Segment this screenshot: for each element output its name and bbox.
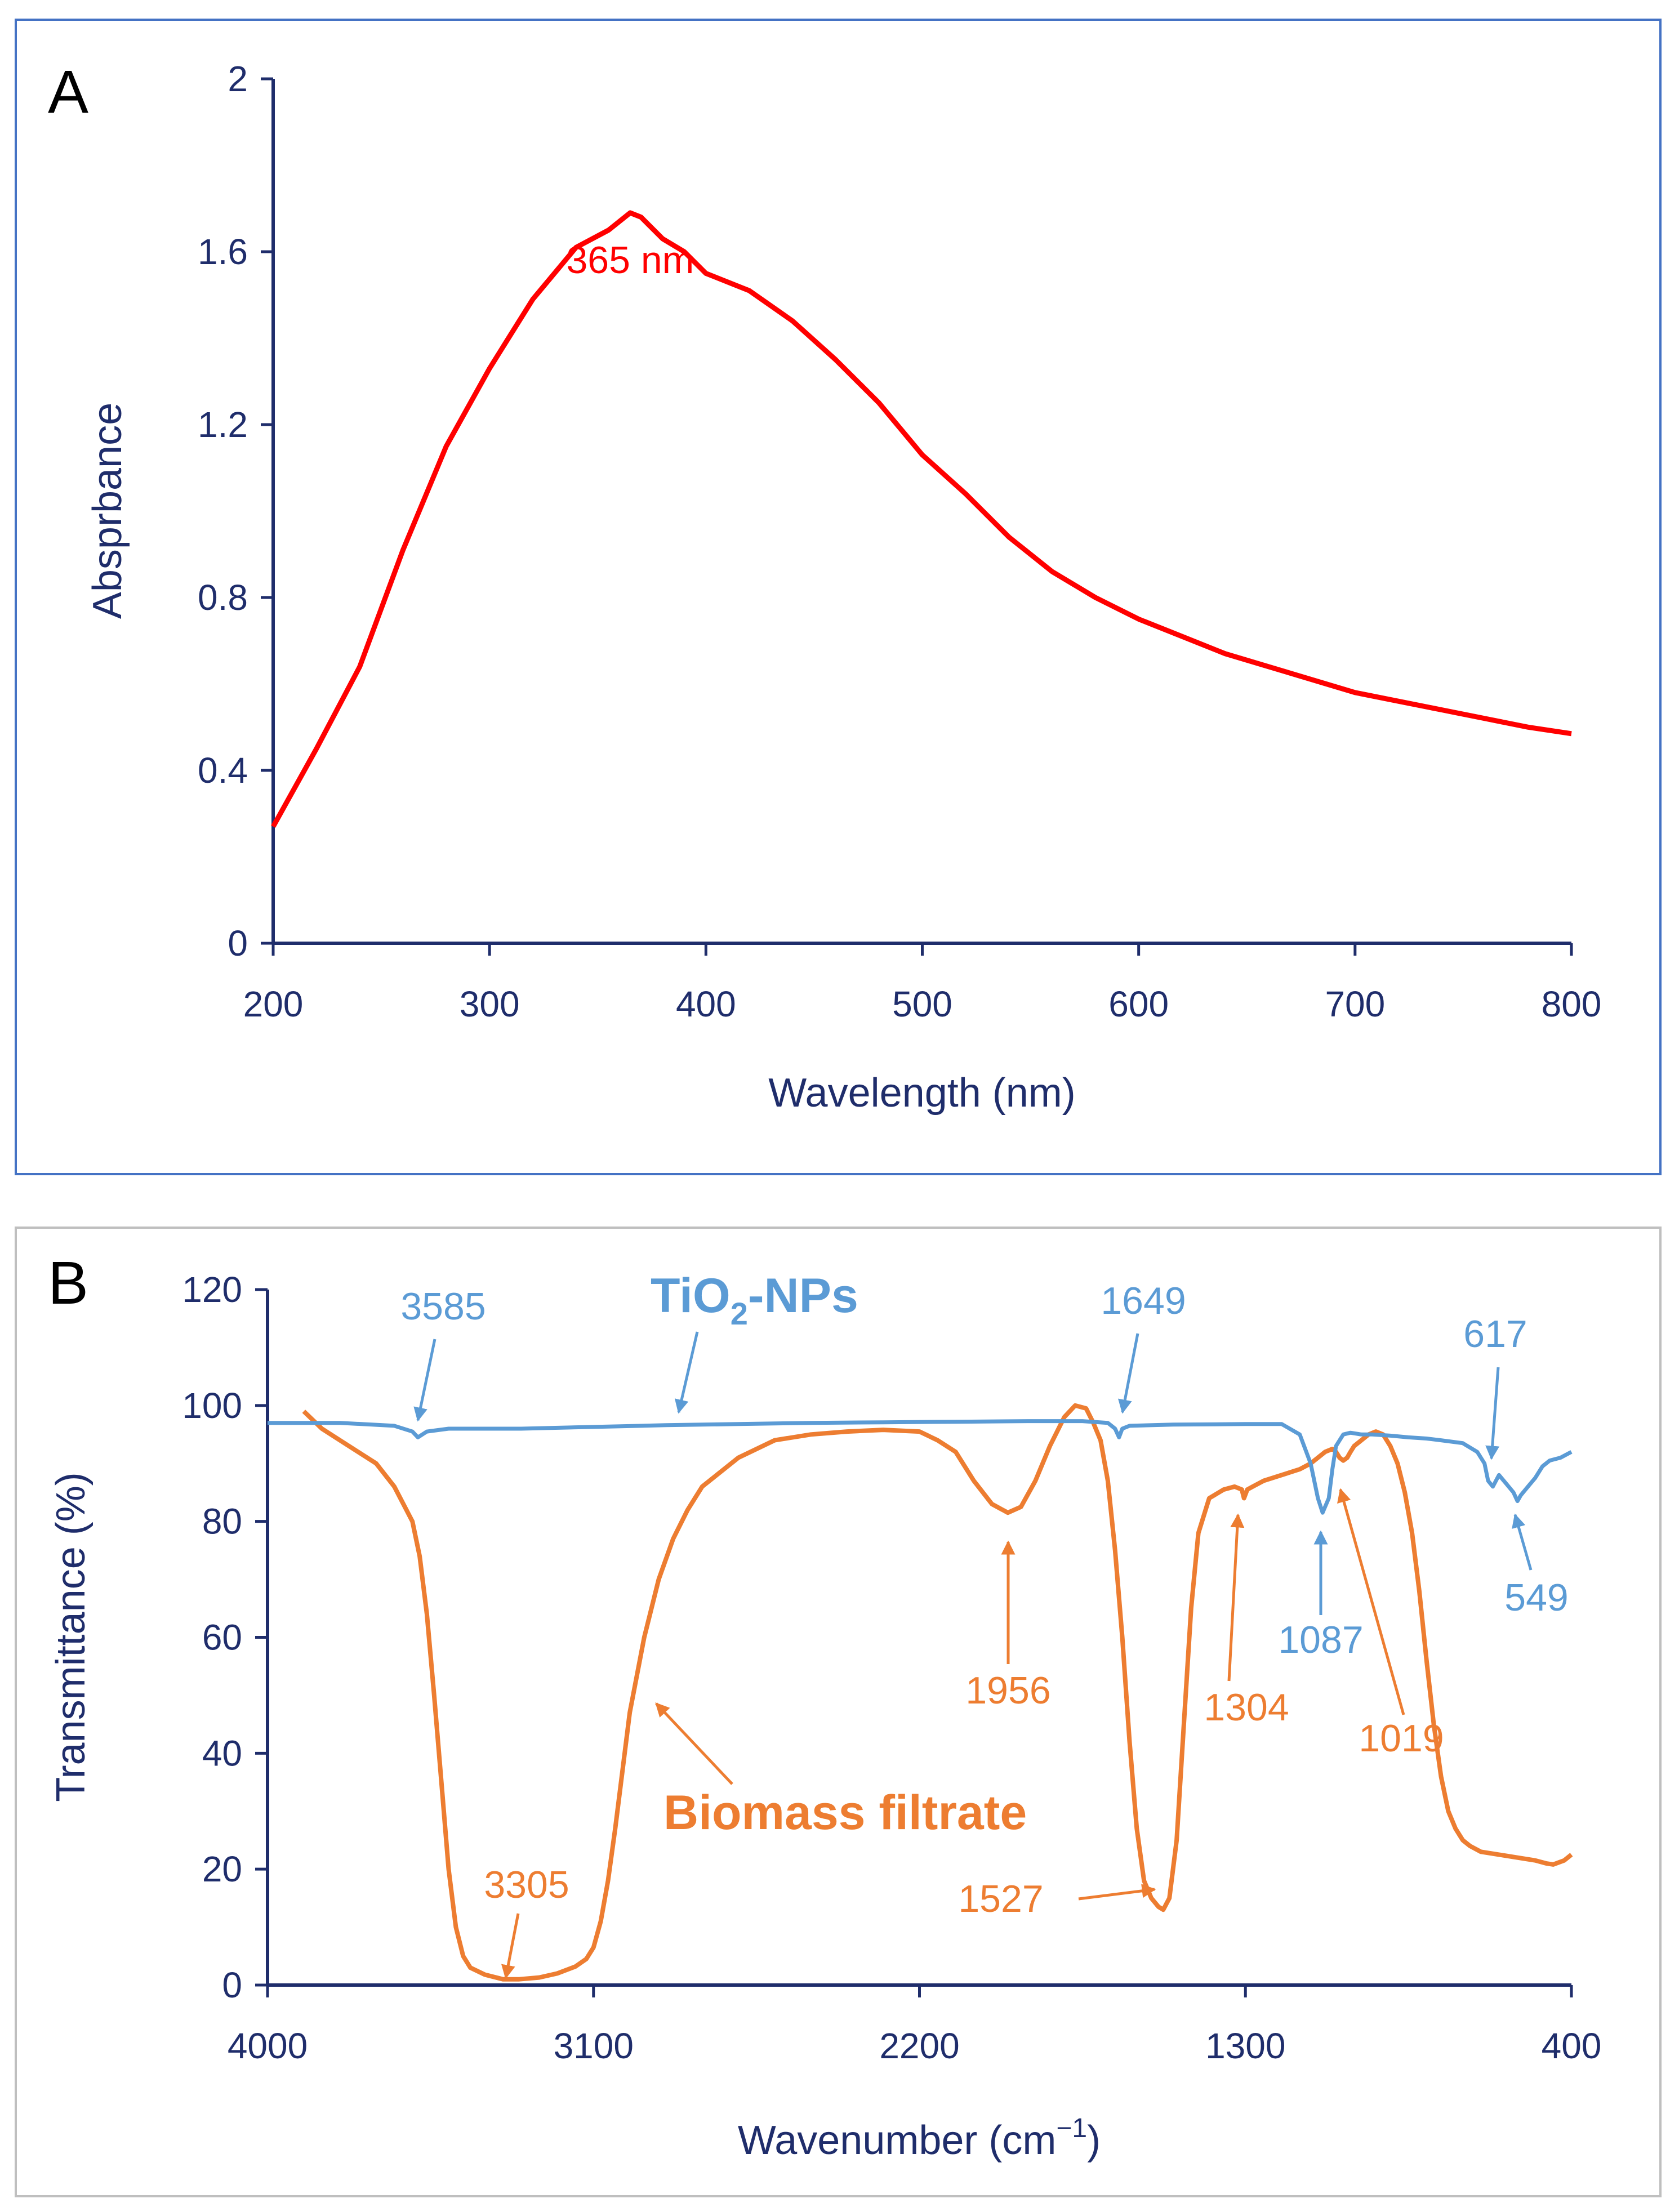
panel-a-y-tick-label: 0.4 bbox=[198, 750, 248, 791]
tio2-peak-549-label: 549 bbox=[1504, 1576, 1568, 1619]
panel-a-x-tick-label: 500 bbox=[892, 984, 952, 1024]
tio2-nps-line bbox=[268, 1419, 1573, 1515]
panel-b-y-tick-label: 20 bbox=[202, 1849, 242, 1889]
panel-b-y-tick-label: 100 bbox=[182, 1385, 242, 1426]
panel-b-y-axis-title: Transmittance (%) bbox=[48, 1472, 93, 1801]
tio2-peak-617-arrow bbox=[1485, 1367, 1500, 1460]
biomass-peak-1304-arrow bbox=[1227, 1513, 1245, 1682]
panel-a-x-tick-label: 700 bbox=[1325, 984, 1385, 1024]
panel-a-x-tick-label: 600 bbox=[1108, 984, 1169, 1024]
panel-b-x-tick-label: 4000 bbox=[228, 2026, 308, 2066]
panel-b-x-tick-label: 400 bbox=[1542, 2026, 1602, 2066]
biomass-peak-3305-label: 3305 bbox=[484, 1863, 569, 1906]
tio2-series-label-arrow bbox=[674, 1331, 699, 1414]
panel-a-y-tick-label: 0.8 bbox=[198, 577, 248, 618]
biomass-peak-1019-label: 1019 bbox=[1359, 1717, 1444, 1760]
biomass-peak-1019-arrow bbox=[1337, 1488, 1405, 1715]
biomass-peak-1527-label: 1527 bbox=[958, 1877, 1043, 1920]
panel-a-x-tick-label: 200 bbox=[243, 984, 304, 1024]
biomass-series-label: Biomass filtrate bbox=[663, 1786, 1027, 1840]
panel-a-border bbox=[15, 19, 1662, 1175]
panel-a: A 0 0.4 0.8 1.2 1.6 2 200 300 400 500 600 700 800 3… bbox=[15, 19, 1662, 1175]
tio2-peak-617-label: 617 bbox=[1463, 1313, 1527, 1355]
panel-b: B 0 20 40 60 80 100 120 4000 3100 2200 1300 400 Ti… bbox=[15, 1227, 1662, 2197]
biomass-peak-1527-arrow bbox=[1078, 1884, 1156, 1901]
tio2-peak-1087-label: 1087 bbox=[1278, 1618, 1363, 1661]
panel-a-y-tick-label: 1.6 bbox=[198, 231, 248, 272]
tio2-peak-549-arrow bbox=[1512, 1513, 1533, 1571]
tio2-peak-3585-arrow bbox=[413, 1339, 437, 1422]
panel-a-x-axis-title: Wavelength (nm) bbox=[768, 1071, 1076, 1116]
panel-b-y-ticks: 0 20 40 60 80 100 120 bbox=[182, 1269, 268, 2005]
panel-a-y-tick-label: 0 bbox=[228, 923, 248, 964]
tio2-peak-1649-arrow bbox=[1117, 1333, 1139, 1414]
panel-a-x-ticks: 200 300 400 500 600 700 800 bbox=[243, 943, 1602, 1024]
panel-b-x-tick-label: 1300 bbox=[1205, 2026, 1285, 2066]
panel-b-x-tick-label: 3100 bbox=[554, 2026, 634, 2066]
biomass-series-label-arrow bbox=[655, 1702, 733, 1785]
panel-a-letter: A bbox=[48, 57, 88, 126]
biomass-peak-1956-label: 1956 bbox=[965, 1669, 1050, 1712]
panel-a-y-axis-title: Absprbance bbox=[85, 403, 130, 619]
panel-b-x-tick-label: 2200 bbox=[879, 2026, 959, 2066]
panel-b-x-ticks: 4000 3100 2200 1300 400 bbox=[228, 1985, 1602, 2066]
uv-vis-absorbance-line bbox=[271, 210, 1572, 828]
biomass-peak-1304-label: 1304 bbox=[1204, 1686, 1289, 1729]
panel-b-y-tick-label: 80 bbox=[202, 1501, 242, 1542]
panel-b-border bbox=[15, 1227, 1662, 2197]
biomass-filtrate-line bbox=[302, 1403, 1573, 1982]
peak-annotation-365nm: 365 nm bbox=[566, 239, 694, 282]
panel-b-y-tick-label: 0 bbox=[222, 1965, 242, 2005]
panel-a-x-tick-label: 800 bbox=[1542, 984, 1602, 1024]
panel-b-y-tick-label: 40 bbox=[202, 1733, 242, 1773]
tio2-series-label: TiO2-NPs bbox=[651, 1269, 858, 1331]
panel-b-y-tick-label: 60 bbox=[202, 1617, 242, 1658]
tio2-peak-3585-label: 3585 bbox=[400, 1285, 486, 1328]
panel-a-y-ticks: 0 0.4 0.8 1.2 1.6 2 bbox=[198, 59, 273, 964]
panel-a-x-tick-label: 400 bbox=[676, 984, 736, 1024]
panel-b-y-tick-label: 120 bbox=[182, 1269, 242, 1310]
tio2-peak-1649-label: 1649 bbox=[1101, 1279, 1186, 1322]
biomass-peak-3305-arrow bbox=[501, 1913, 520, 1979]
panel-a-y-tick-label: 1.2 bbox=[198, 404, 248, 445]
panel-a-x-tick-label: 300 bbox=[460, 984, 520, 1024]
panel-a-y-tick-label: 2 bbox=[228, 59, 248, 99]
panel-b-letter: B bbox=[48, 1248, 88, 1317]
panel-b-x-axis-title: Wavenumber (cm−1) bbox=[738, 2113, 1101, 2163]
